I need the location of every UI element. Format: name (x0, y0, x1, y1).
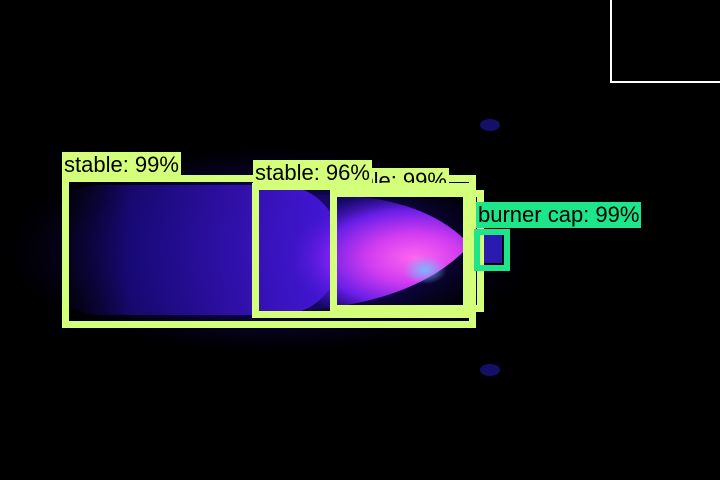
detection-label-burner-cap: burner cap: 99% (476, 202, 642, 228)
detection-box-stable (252, 183, 470, 318)
detection-label-stable: stable: 96% (253, 160, 372, 186)
detection-label-stable: stable: 99% (62, 152, 181, 178)
burner-nozzle (484, 235, 502, 263)
burner-glow (480, 119, 500, 131)
flame-hot-spot (403, 256, 447, 284)
burner-glow (480, 364, 500, 376)
inset-frame (610, 0, 720, 83)
detection-box-burner-cap (474, 229, 510, 271)
